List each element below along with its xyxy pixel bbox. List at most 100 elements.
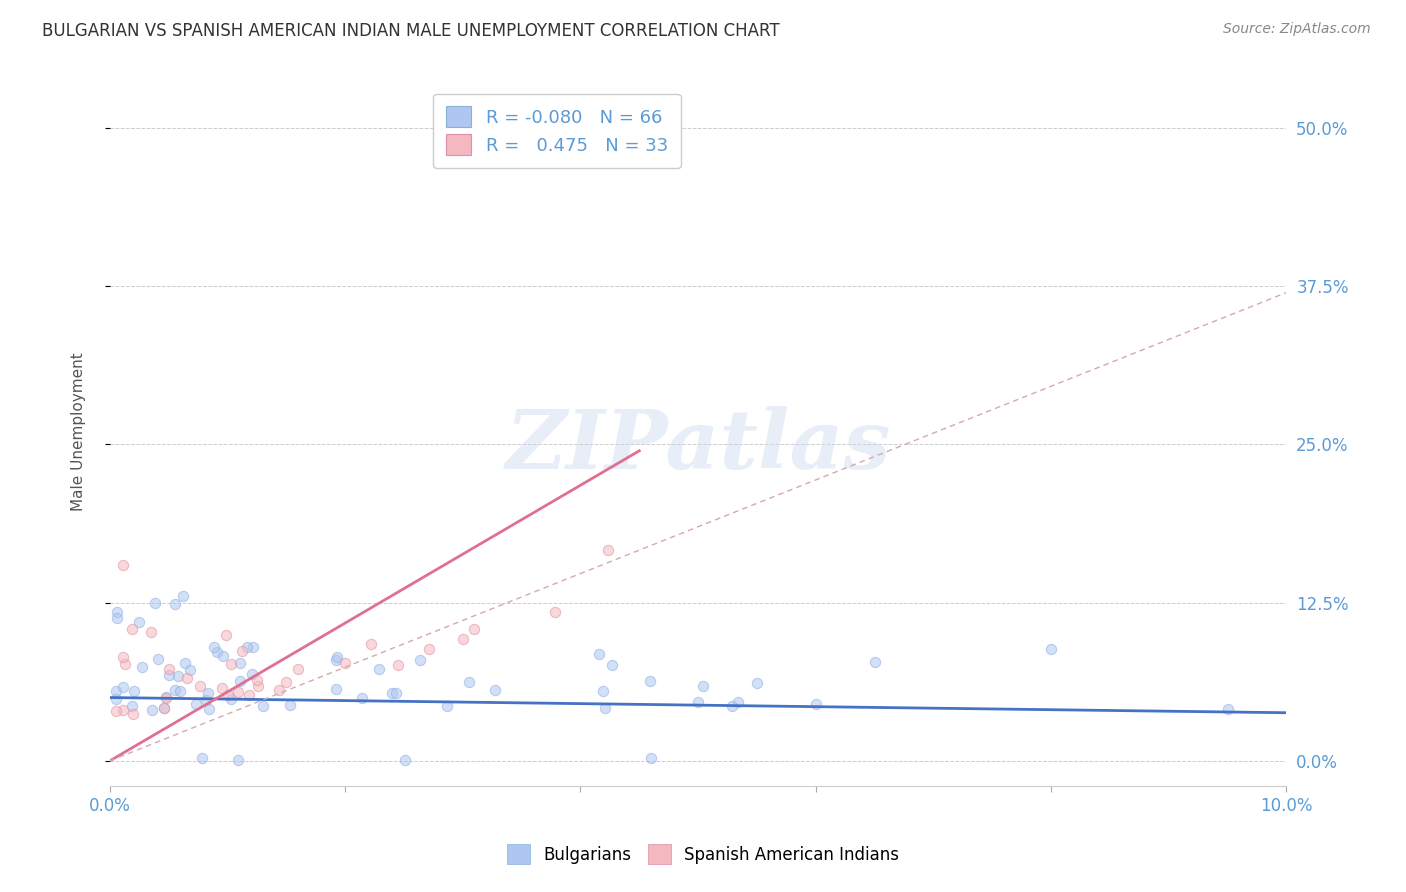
Point — [368, 662, 391, 676]
Point — [211, 648, 233, 663]
Point — [600, 658, 623, 673]
Point — [114, 657, 136, 671]
Point — [727, 695, 749, 709]
Point — [205, 645, 228, 659]
Point — [157, 667, 180, 681]
Point — [131, 660, 153, 674]
Point — [246, 679, 269, 693]
Point — [197, 702, 219, 716]
Point — [385, 686, 408, 700]
Point — [418, 642, 440, 657]
Point — [112, 680, 135, 694]
Point — [165, 597, 187, 611]
Point — [236, 640, 259, 654]
Point — [638, 673, 661, 688]
Point — [122, 707, 145, 722]
Point — [139, 625, 162, 640]
Point — [544, 606, 567, 620]
Point — [229, 674, 252, 689]
Point — [246, 673, 269, 687]
Point — [121, 622, 143, 636]
Point — [111, 649, 134, 664]
Point — [592, 683, 614, 698]
Point — [325, 650, 347, 665]
Point — [155, 690, 177, 704]
Point — [165, 683, 187, 698]
Point — [394, 753, 416, 767]
Point — [688, 695, 710, 709]
Point — [197, 685, 219, 699]
Point — [169, 683, 191, 698]
Point — [124, 684, 146, 698]
Point — [240, 666, 263, 681]
Point — [325, 682, 347, 697]
Point — [325, 653, 347, 667]
Point — [409, 653, 432, 667]
Point — [105, 605, 128, 619]
Point — [141, 703, 163, 717]
Point — [179, 663, 201, 677]
Point — [720, 698, 742, 713]
Point — [191, 751, 214, 765]
Point — [229, 656, 252, 670]
Point — [157, 662, 180, 676]
Y-axis label: Male Unemployment: Male Unemployment — [72, 352, 86, 511]
Point — [188, 679, 211, 693]
Point — [111, 558, 134, 573]
Point — [153, 701, 176, 715]
Text: BULGARIAN VS SPANISH AMERICAN INDIAN MALE UNEMPLOYMENT CORRELATION CHART: BULGARIAN VS SPANISH AMERICAN INDIAN MAL… — [42, 22, 780, 40]
Point — [172, 590, 194, 604]
Point — [381, 686, 404, 700]
Point — [278, 698, 301, 713]
Point — [155, 690, 177, 705]
Point — [588, 648, 610, 662]
Point — [148, 652, 170, 666]
Point — [238, 688, 260, 702]
Point — [596, 543, 619, 558]
Point — [215, 628, 238, 642]
Point — [484, 682, 506, 697]
Point — [202, 640, 225, 654]
Point — [104, 692, 127, 706]
Point — [1040, 641, 1063, 656]
Point — [804, 698, 827, 712]
Point — [350, 690, 373, 705]
Point — [242, 640, 264, 654]
Point — [219, 691, 242, 706]
Point — [463, 622, 485, 636]
Point — [167, 669, 190, 683]
Point — [228, 684, 250, 698]
Point — [436, 698, 458, 713]
Point — [173, 656, 195, 670]
Point — [287, 662, 309, 676]
Point — [152, 701, 174, 715]
Point — [111, 703, 134, 717]
Point — [387, 657, 409, 672]
Point — [105, 611, 128, 625]
Point — [593, 701, 616, 715]
Point — [128, 615, 150, 629]
Point — [360, 637, 382, 651]
Point — [221, 657, 243, 671]
Point — [863, 655, 886, 669]
Point — [252, 698, 274, 713]
Point — [186, 698, 208, 712]
Point — [195, 693, 218, 707]
Point — [176, 671, 198, 685]
Point — [640, 751, 662, 765]
Point — [105, 683, 128, 698]
Point — [121, 698, 143, 713]
Point — [211, 681, 233, 696]
Point — [692, 679, 714, 693]
Point — [451, 632, 474, 647]
Point — [143, 596, 166, 610]
Point — [458, 674, 481, 689]
Point — [745, 676, 768, 690]
Point — [1216, 702, 1239, 716]
Point — [335, 657, 357, 671]
Legend: Bulgarians, Spanish American Indians: Bulgarians, Spanish American Indians — [501, 838, 905, 871]
Point — [231, 643, 253, 657]
Point — [104, 705, 127, 719]
Text: ZIPatlas: ZIPatlas — [505, 406, 891, 486]
Text: Source: ZipAtlas.com: Source: ZipAtlas.com — [1223, 22, 1371, 37]
